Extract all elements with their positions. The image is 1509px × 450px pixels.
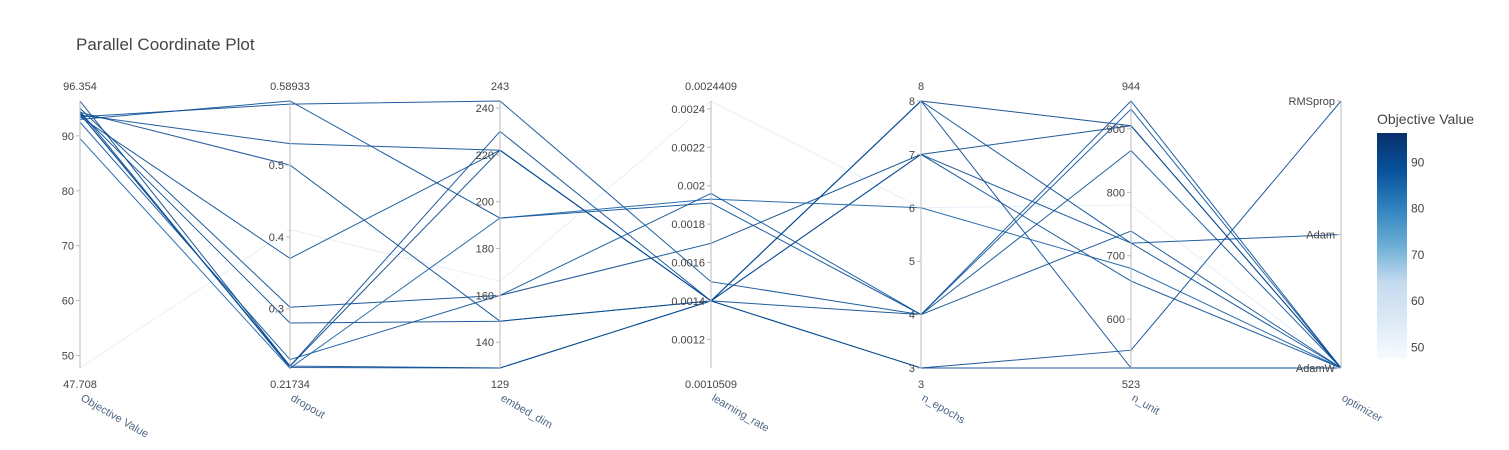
tick-label: 50: [62, 350, 74, 362]
axis-range-max: 944: [1122, 81, 1140, 93]
axis-range-max: 243: [491, 81, 509, 93]
tick-label: 0.0016: [671, 258, 705, 270]
colorbar-ticks: 50 60 70 80 90: [1411, 155, 1425, 354]
axis-title: dropout: [289, 392, 327, 421]
tick-label: 0.0022: [671, 142, 705, 154]
tick-label: 0.0018: [671, 219, 705, 231]
tick-label: 240: [476, 103, 494, 115]
axis-range-max: 0.0024409: [685, 81, 737, 93]
colorbar-title: Objective Value: [1377, 111, 1474, 127]
tick-label: 600: [1107, 314, 1125, 326]
tick-label: 0.0014: [671, 296, 705, 308]
axis-title: learning_rate: [710, 392, 772, 435]
tick-label: 90: [62, 131, 74, 143]
axis-range-min: 3: [918, 379, 924, 391]
tick-label: 0.002: [677, 181, 705, 193]
axis-range-min: 523: [1122, 379, 1140, 391]
chart-title: Parallel Coordinate Plot: [76, 35, 255, 54]
tick-label: 140: [476, 337, 494, 349]
axis-title: optimizer: [1340, 392, 1385, 425]
axis-title: n_epochs: [920, 392, 968, 426]
axis-range-min: 0.21734: [270, 379, 310, 391]
tick-label: Adam: [1306, 230, 1335, 242]
tick-label: 900: [1107, 124, 1125, 136]
colorbar-tick-label: 70: [1411, 248, 1425, 262]
tick-label: 5: [909, 256, 915, 268]
tick-label: 6: [909, 203, 915, 215]
axis-title: Objective Value: [79, 392, 151, 441]
tick-label: 200: [476, 197, 494, 209]
axis-optimizer[interactable]: AdamW Adam RMSprop optimizer: [1289, 96, 1385, 425]
tick-label: 180: [476, 244, 494, 256]
axis-range-max: 0.58933: [270, 81, 310, 93]
colorbar-tick-label: 90: [1411, 155, 1425, 169]
axis-range-min: 47.708: [63, 379, 97, 391]
tick-label: 0.5: [269, 160, 284, 172]
axis-range-min: 129: [491, 379, 509, 391]
axis-range-min: 0.0010509: [685, 379, 737, 391]
tick-label: 3: [909, 363, 915, 375]
colorbar-tick-label: 50: [1411, 340, 1425, 354]
tick-label: 60: [62, 296, 74, 308]
tick-label: RMSprop: [1289, 96, 1335, 108]
colorbar-gradient: [1377, 133, 1407, 358]
axis-title: embed_dim: [499, 392, 555, 431]
tick-label: 700: [1107, 251, 1125, 263]
colorbar-tick-label: 80: [1411, 202, 1425, 216]
tick-label: 7: [909, 149, 915, 161]
colorbar-tick-label: 60: [1411, 294, 1425, 308]
tick-label: 0.0012: [671, 334, 705, 346]
tick-label: AdamW: [1296, 363, 1336, 375]
tick-label: 160: [476, 290, 494, 302]
axis-range-max: 96.354: [63, 81, 97, 93]
tick-label: 0.0024: [671, 104, 705, 116]
colorbar: Objective Value 50 60 70 80 90: [1377, 111, 1474, 358]
tick-label: 70: [62, 241, 74, 253]
tick-label: 220: [476, 150, 494, 162]
tick-label: 800: [1107, 187, 1125, 199]
tick-label: 0.4: [269, 232, 284, 244]
tick-label: 0.3: [269, 304, 284, 316]
tick-label: 8: [909, 96, 915, 108]
tick-label: 80: [62, 186, 74, 198]
axis-range-max: 8: [918, 81, 924, 93]
axis-title: n_unit: [1130, 392, 1162, 417]
tick-label: 4: [909, 310, 915, 322]
